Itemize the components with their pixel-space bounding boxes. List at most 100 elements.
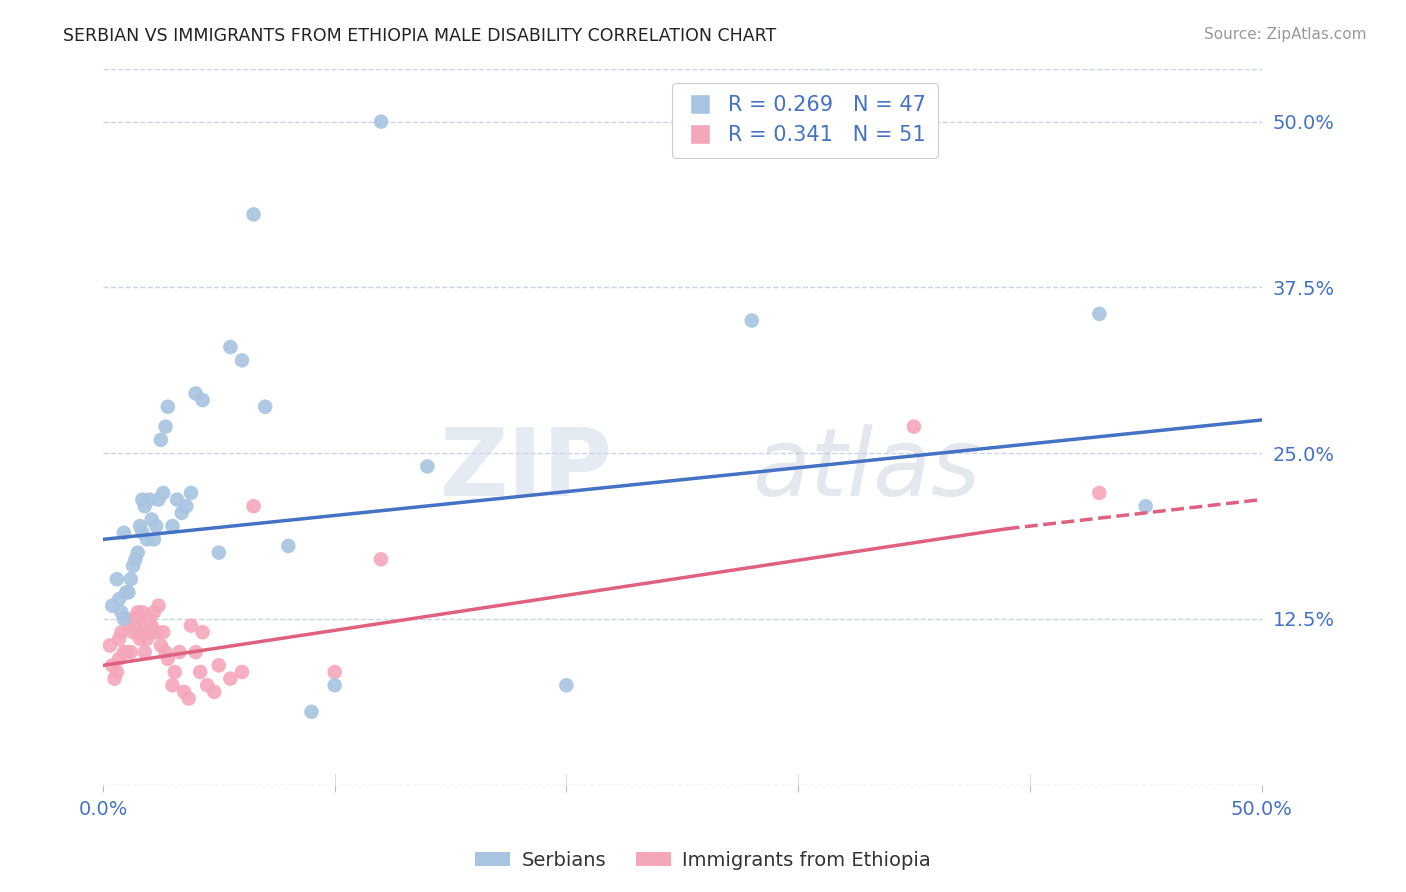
Point [108,651,131,665]
Point [741,313,763,327]
Point [323,665,346,679]
Point [208,546,231,560]
Point [142,605,165,619]
Point [152,625,174,640]
Point [110,625,132,640]
Point [156,400,179,414]
Point [180,618,202,632]
Point [149,639,172,653]
Point [166,492,188,507]
Point [138,492,160,507]
Point [142,533,165,547]
Point [155,419,177,434]
Point [138,612,160,626]
Point [138,625,160,640]
Point [301,705,323,719]
Point [155,645,177,659]
Text: SERBIAN VS IMMIGRANTS FROM ETHIOPIA MALE DISABILITY CORRELATION CHART: SERBIAN VS IMMIGRANTS FROM ETHIOPIA MALE… [63,27,776,45]
Point [555,678,578,692]
Point [202,685,225,699]
Point [124,618,146,632]
Point [277,539,299,553]
Point [148,492,170,507]
Point [242,500,264,514]
Point [903,419,925,434]
Point [149,433,172,447]
Legend: R = 0.269   N = 47, R = 0.341   N = 51: R = 0.269 N = 47, R = 0.341 N = 51 [672,83,938,158]
Point [148,599,170,613]
Point [127,546,149,560]
Point [120,572,142,586]
Point [141,512,163,526]
Point [122,625,145,640]
Point [124,552,146,566]
Point [242,207,264,221]
Point [173,685,195,699]
Text: atlas: atlas [752,424,980,515]
Point [101,658,124,673]
Point [370,552,392,566]
Point [127,605,149,619]
Point [231,353,253,368]
Point [169,645,191,659]
Point [323,678,346,692]
Point [117,585,139,599]
Point [112,525,135,540]
Point [145,625,167,640]
Point [134,500,156,514]
Point [122,558,145,573]
Point [134,618,156,632]
Point [98,639,121,653]
Point [122,612,145,626]
Point [1088,486,1111,500]
Point [162,519,184,533]
Point [105,572,128,586]
Point [136,632,159,646]
Point [170,506,193,520]
Point [117,618,139,632]
Point [195,678,218,692]
Point [141,618,163,632]
Point [105,665,128,679]
Point [127,625,149,640]
Point [1135,500,1157,514]
Point [131,492,153,507]
Point [120,645,142,659]
Point [108,592,131,607]
Point [176,500,198,514]
Point [219,672,242,686]
Point [156,651,179,665]
Point [145,519,167,533]
Point [219,340,242,354]
Point [177,691,200,706]
Point [191,393,214,408]
Point [370,114,392,128]
Point [112,645,135,659]
Point [115,645,138,659]
Point [416,459,439,474]
Point [163,665,186,679]
Point [115,612,138,626]
Point [254,400,277,414]
Point [131,605,153,619]
Point [129,632,152,646]
Point [184,645,207,659]
Point [108,632,131,646]
Point [188,665,211,679]
Point [1088,307,1111,321]
Point [131,525,153,540]
Point [231,665,253,679]
Point [115,585,138,599]
Point [112,612,135,626]
Text: Source: ZipAtlas.com: Source: ZipAtlas.com [1204,27,1367,42]
Point [101,599,124,613]
Point [103,672,125,686]
Text: ZIP: ZIP [440,424,613,516]
Point [134,645,156,659]
Point [136,533,159,547]
Point [184,386,207,401]
Point [152,486,174,500]
Point [129,519,152,533]
Legend: Serbians, Immigrants from Ethiopia: Serbians, Immigrants from Ethiopia [467,843,939,878]
Point [110,605,132,619]
